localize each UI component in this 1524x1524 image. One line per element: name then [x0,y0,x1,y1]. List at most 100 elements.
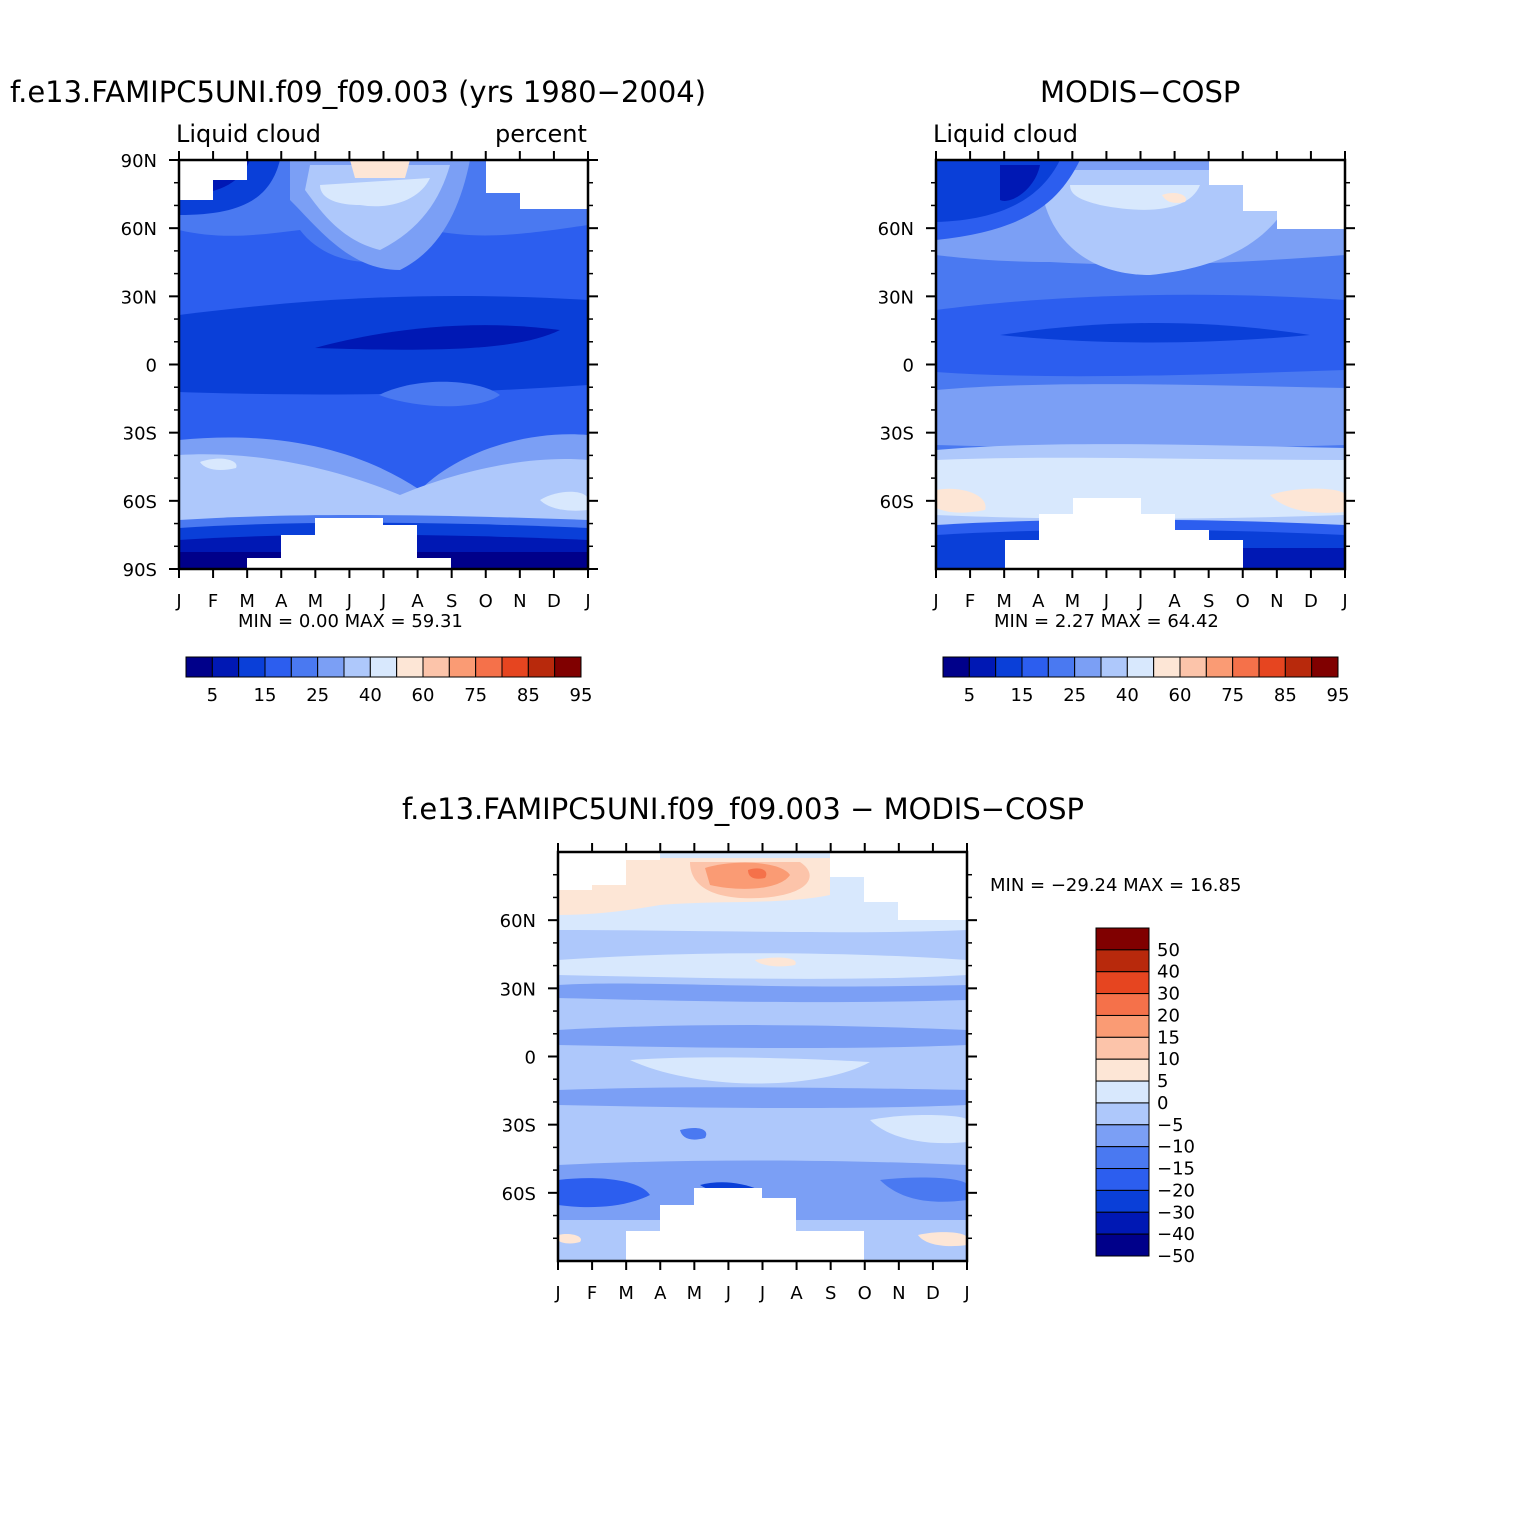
obs-colorbar-box [1153,656,1181,678]
diff-colorbar-box [1095,971,1150,995]
model-x-tick-label: J [175,591,181,612]
obs-colorbar-label: 25 [1063,685,1086,706]
diff-x-tick-label: A [654,1283,667,1304]
diff-colorbar-label: −10 [1157,1137,1195,1158]
diff-colorbar-box [1095,1036,1150,1060]
model-colorbar-box [396,656,424,678]
diff-colorbar-label: −20 [1157,1180,1195,1201]
diff-colorbar-box [1095,1102,1150,1126]
model-x-tick-label: A [411,591,424,612]
diff-field [558,852,967,1261]
model-x-tick-label: O [479,591,493,612]
model-colorbar-box [290,656,319,678]
diff-colorbar-box [1095,1233,1150,1257]
model-colorbar-box [343,656,371,678]
diff-colorbar-label: 30 [1157,984,1180,1005]
diff-x-tick-label: J [725,1283,731,1304]
diff-x-tick-label: M [687,1283,703,1304]
obs-x-tick-label: M [1065,591,1081,612]
obs-y-tick-label: 30N [878,287,914,308]
model-x-tick-label: J [346,591,352,612]
model-colorbar-label: 15 [254,685,277,706]
model-colorbar-box [448,656,477,678]
diff-colorbar-label: −50 [1157,1246,1195,1267]
model-colorbar-box [554,656,582,678]
diff-y-tick-label: 30S [502,1116,536,1137]
model-y-tick-label: 30S [123,424,157,445]
model-x-tick-label: F [208,591,218,612]
model-colorbar-label: 5 [207,685,218,706]
diff-colorbar-box [1095,1189,1150,1213]
diff-y-tick-label: 0 [525,1048,536,1069]
model-x-tick-label: S [446,591,457,612]
model-colorbar-box [527,656,556,678]
diff-colorbar-box [1095,1080,1150,1104]
diff-colorbar-box [1095,949,1150,973]
model-colorbar-box [501,656,529,678]
obs-x-tick-label: J [1341,591,1347,612]
model-x-tick-label: A [275,591,288,612]
obs-x-tick-label: N [1270,591,1283,612]
obs-x-tick-label: O [1236,591,1250,612]
model-y-tick-label: 30N [121,287,157,308]
model-colorbar-label: 60 [412,685,435,706]
obs-x-tick-label: A [1168,591,1181,612]
diff-x-tick-label: J [554,1283,560,1304]
obs-colorbar-box [1074,656,1102,678]
obs-colorbar-box [1100,656,1128,678]
diff-colorbar-label: 15 [1157,1027,1180,1048]
diff-colorbar-label: 50 [1157,940,1180,961]
diff-x-tick-label: N [892,1283,905,1304]
diff-colorbar-box [1095,993,1150,1016]
diff-x-tick-label: O [858,1283,872,1304]
model-colorbar-label: 85 [517,685,540,706]
diff-colorbar-box [1095,927,1150,951]
diff-colorbar-label: −30 [1157,1202,1195,1223]
diff-x-tick-label: F [587,1283,597,1304]
obs-y-tick-label: 0 [903,356,914,377]
model-x-tick-label: J [584,591,590,612]
obs-colorbar-label: 75 [1221,685,1244,706]
diff-colorbar-label: −5 [1157,1115,1184,1136]
model-y-tick-label: 90N [121,151,157,172]
obs-x-tick-label: S [1203,591,1214,612]
diff-colorbar-label: −40 [1157,1224,1195,1245]
obs-x-tick-label: J [1103,591,1109,612]
diff-y-tick-label: 60S [502,1184,536,1205]
model-title: f.e13.FAMIPC5UNI.f09_f09.003 (yrs 1980−2… [10,75,707,109]
model-y-tick-label: 60S [123,492,157,513]
model-colorbar-label: 95 [570,685,593,706]
diff-colorbar-box [1095,1211,1150,1235]
obs-colorbar-label: 40 [1116,685,1139,706]
diff-colorbar-box [1095,1058,1150,1082]
model-colorbar-box [264,656,292,678]
diff-colorbar-box [1095,1014,1150,1038]
obs-y-tick-label: 60S [880,492,914,513]
diff-colorbar-label: 20 [1157,1005,1180,1026]
obs-colorbar-box [1311,656,1339,678]
obs-field [936,160,1345,569]
obs-colorbar-label: 5 [964,685,975,706]
diff-x-tick-label: M [618,1283,634,1304]
obs-colorbar-label: 95 [1327,685,1350,706]
model-colorbar-box [369,656,398,678]
diff-colorbar-box [1095,1168,1150,1191]
model-colorbar-box [422,656,450,678]
model-left-label: Liquid cloud [176,120,322,148]
model-field [179,160,588,569]
model-y-tick-label: 60N [121,219,157,240]
model-units-label: percent [495,120,587,148]
model-colorbar-box [317,656,345,678]
model-y-tick-label: 0 [146,356,157,377]
diff-x-tick-label: D [926,1283,940,1304]
obs-colorbar-box [968,656,997,678]
model-x-tick-label: J [380,591,386,612]
model-y-tick-label: 90S [123,560,157,581]
model-x-tick-label: M [308,591,324,612]
obs-x-tick-label: A [1032,591,1045,612]
diff-x-tick-label: S [825,1283,836,1304]
model-colorbar-label: 25 [306,685,329,706]
model-colorbar-box [475,656,503,678]
